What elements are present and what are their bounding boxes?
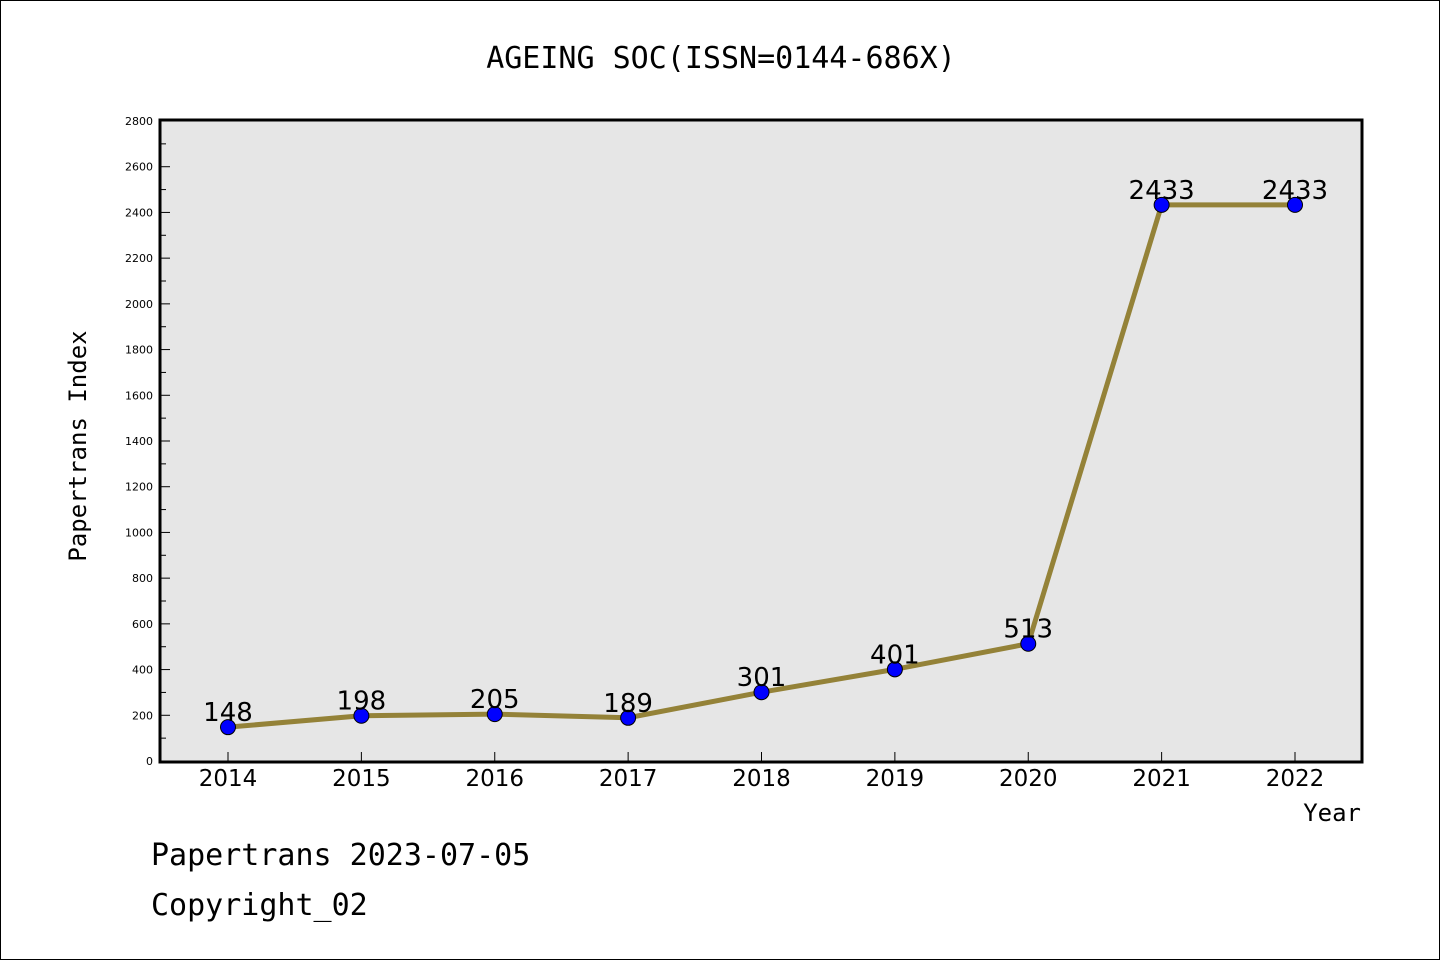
y-tick-label: 2800: [125, 115, 153, 128]
x-tick-label: 2014: [199, 766, 258, 792]
x-tick-label: 2021: [1132, 766, 1191, 792]
y-tick-label: 600: [132, 618, 153, 631]
data-point-marker: [1020, 635, 1037, 652]
data-point-marker: [753, 684, 770, 701]
data-point-marker: [886, 661, 903, 678]
data-label: 189: [603, 689, 653, 719]
y-tick-label: 1200: [125, 481, 153, 494]
y-tick-label: 1800: [125, 344, 153, 357]
data-label: 513: [1003, 615, 1053, 645]
data-label: 148: [203, 698, 253, 728]
x-tick-label: 2015: [332, 766, 391, 792]
data-point-marker: [486, 706, 503, 723]
x-tick-label: 2022: [1266, 766, 1325, 792]
x-axis: 2014 2015 2016 2017 2018 2019 2020 2021 2022: [199, 752, 1325, 792]
y-tick-label: 400: [132, 664, 153, 677]
y-tick-label: 2400: [125, 206, 153, 219]
y-tick-label: 800: [132, 572, 153, 585]
y-tick-label: 2600: [125, 161, 153, 174]
data-labels: 148 198 205 189 301 401 513 2433 2433: [203, 176, 1328, 728]
data-label: 401: [870, 640, 920, 670]
data-point-marker: [1287, 196, 1303, 213]
data-point-marker: [220, 719, 236, 736]
y-tick-label: 1400: [125, 435, 153, 448]
data-label: 2433: [1262, 176, 1328, 206]
data-label: 2433: [1129, 176, 1195, 206]
y-tick-label: 1600: [125, 389, 153, 402]
footer-copyright: Copyright_02: [151, 888, 368, 923]
y-axis: 0 200 400 600 800 1000 1200 1400 1600 1800 2000 220…: [125, 115, 170, 768]
chart-title: AGEING SOC(ISSN=0144-686X): [486, 41, 956, 76]
x-tick-label: 2016: [465, 766, 524, 792]
x-axis-label: Year: [1303, 799, 1361, 827]
y-tick-label: 2200: [125, 252, 153, 265]
plot-area: [158, 118, 1364, 764]
footer-date: Papertrans 2023-07-05: [151, 838, 530, 873]
y-axis-label: Papertrans Index: [64, 330, 92, 561]
x-tick-label: 2020: [999, 766, 1058, 792]
y-tick-label: 1000: [125, 526, 153, 539]
x-tick-label: 2018: [732, 766, 791, 792]
x-tick-label: 2017: [599, 766, 658, 792]
data-label: 205: [470, 685, 520, 715]
data-label: 198: [337, 687, 387, 717]
data-point-marker: [1153, 196, 1170, 213]
y-tick-label: 2000: [125, 298, 153, 311]
y-tick-label: 0: [146, 755, 153, 768]
series-line: [220, 196, 1303, 736]
data-label: 301: [737, 663, 787, 693]
y-tick-label: 200: [132, 709, 153, 722]
data-point-marker: [353, 707, 370, 724]
x-tick-label: 2019: [866, 766, 925, 792]
data-point-marker: [620, 709, 637, 726]
